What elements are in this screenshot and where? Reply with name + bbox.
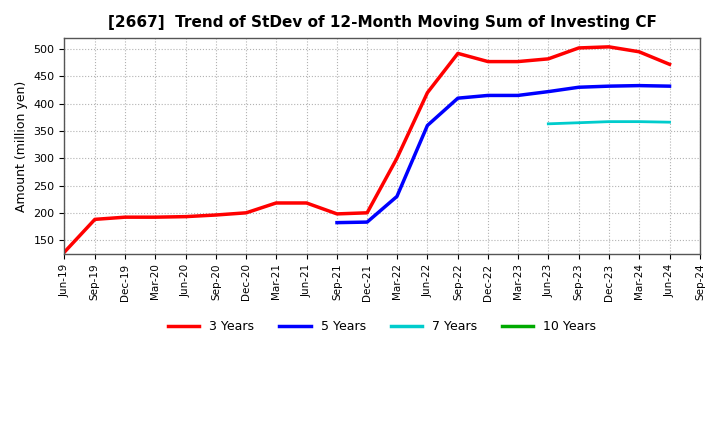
Line: 3 Years: 3 Years xyxy=(64,47,670,252)
Legend: 3 Years, 5 Years, 7 Years, 10 Years: 3 Years, 5 Years, 7 Years, 10 Years xyxy=(163,315,601,338)
Y-axis label: Amount (million yen): Amount (million yen) xyxy=(15,81,28,212)
Line: 5 Years: 5 Years xyxy=(337,86,670,223)
Line: 7 Years: 7 Years xyxy=(549,121,670,124)
Title: [2667]  Trend of StDev of 12-Month Moving Sum of Investing CF: [2667] Trend of StDev of 12-Month Moving… xyxy=(108,15,657,30)
